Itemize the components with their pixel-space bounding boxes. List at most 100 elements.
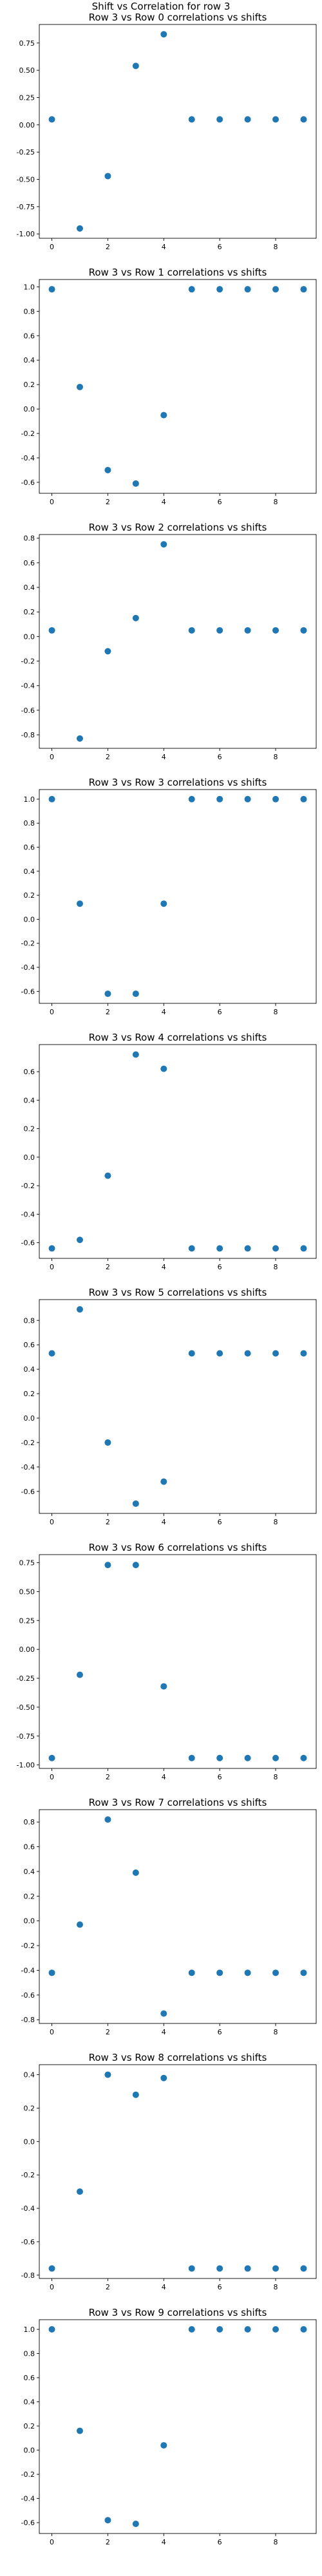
- data-point: [104, 2517, 111, 2523]
- data-point: [160, 1683, 167, 1690]
- x-tick-label: 8: [274, 2028, 278, 2036]
- x-tick-label: 8: [274, 1773, 278, 1781]
- data-point: [216, 286, 223, 292]
- y-tick-label: -1.00: [17, 230, 35, 238]
- y-tick-label: -0.6: [21, 987, 35, 996]
- data-point: [216, 627, 223, 634]
- data-point: [245, 116, 251, 122]
- subplot-7: Row 3 vs Row 7 correlations vs shifts -0.…: [21, 1797, 316, 2036]
- axes-frame: [39, 2065, 316, 2278]
- x-tick-label: 2: [106, 2538, 110, 2546]
- figure-suptitle: Shift vs Correlation for row 3: [92, 1, 231, 12]
- data-point: [272, 2265, 279, 2271]
- x-tick-label: 8: [274, 2283, 278, 2291]
- data-point: [189, 1245, 195, 1252]
- data-point: [133, 480, 139, 487]
- y-tick-label: 0.4: [24, 356, 35, 365]
- y-tick-label: 0.0: [24, 2137, 35, 2146]
- x-tick-label: 4: [162, 1008, 166, 1016]
- x-tick-label: 6: [218, 1263, 222, 1271]
- y-tick-label: -0.2: [21, 940, 35, 948]
- y-tick-label: 0.6: [24, 844, 35, 852]
- x-tick-label: 4: [162, 1263, 166, 1271]
- x-tick-label: 4: [162, 753, 166, 761]
- data-point: [300, 286, 307, 292]
- data-point: [160, 31, 167, 37]
- x-tick-label: 2: [106, 2283, 110, 2291]
- data-point: [49, 2265, 55, 2271]
- data-point: [272, 1245, 279, 1252]
- data-point: [216, 1245, 223, 1252]
- x-tick-label: 0: [50, 1263, 54, 1271]
- subplot-title: Row 3 vs Row 7 correlations vs shifts: [89, 1797, 267, 1808]
- x-tick-label: 4: [162, 2538, 166, 2546]
- data-point: [300, 2265, 307, 2271]
- x-tick-label: 4: [162, 2283, 166, 2291]
- data-point: [216, 116, 223, 122]
- y-tick-label: 0.2: [24, 1125, 35, 1133]
- subplot-8: Row 3 vs Row 8 correlations vs shifts -0.…: [21, 2052, 316, 2291]
- data-point: [272, 286, 279, 292]
- data-point: [77, 384, 83, 390]
- y-tick-label: -0.50: [17, 176, 35, 184]
- subplot-9: Row 3 vs Row 9 correlations vs shifts -0.…: [21, 2307, 316, 2546]
- y-tick-label: 0.00: [19, 1645, 35, 1654]
- y-tick-label: 0.2: [24, 1892, 35, 1900]
- data-point: [216, 1350, 223, 1356]
- data-point: [49, 1245, 55, 1252]
- data-point: [300, 116, 307, 122]
- data-point: [133, 62, 139, 69]
- data-point: [160, 541, 167, 547]
- axes-frame: [39, 1300, 316, 1513]
- data-point: [189, 1755, 195, 1761]
- y-tick-label: -0.8: [21, 2016, 35, 2024]
- data-point: [245, 1755, 251, 1761]
- data-point: [160, 900, 167, 907]
- y-tick-label: -0.4: [21, 454, 35, 462]
- data-point: [216, 1969, 223, 1976]
- data-point: [49, 1350, 55, 1356]
- axes-frame: [39, 1810, 316, 2023]
- data-point: [189, 2326, 195, 2333]
- x-tick-label: 4: [162, 1773, 166, 1781]
- data-point: [189, 1350, 195, 1356]
- x-tick-label: 8: [274, 243, 278, 251]
- y-tick-label: -1.00: [17, 1761, 35, 1770]
- x-tick-label: 0: [50, 243, 54, 251]
- data-point: [160, 1066, 167, 1072]
- x-tick-label: 2: [106, 1008, 110, 1016]
- y-tick-label: 0.75: [19, 39, 35, 48]
- y-tick-label: 0.00: [19, 121, 35, 129]
- subplot-title: Row 3 vs Row 4 correlations vs shifts: [89, 1032, 267, 1043]
- data-point: [245, 627, 251, 634]
- y-tick-label: 0.4: [24, 583, 35, 592]
- data-point: [77, 2188, 83, 2195]
- x-tick-label: 4: [162, 498, 166, 506]
- y-tick-label: -0.4: [21, 1966, 35, 1975]
- y-tick-label: 0.50: [19, 1587, 35, 1596]
- data-point: [133, 1870, 139, 1876]
- y-tick-label: -0.75: [17, 203, 35, 211]
- data-point: [272, 627, 279, 634]
- data-point: [104, 990, 111, 997]
- y-tick-label: 0.0: [24, 1917, 35, 1926]
- data-point: [49, 286, 55, 292]
- data-point: [133, 990, 139, 997]
- x-tick-label: 0: [50, 1008, 54, 1016]
- y-tick-label: 0.75: [19, 1559, 35, 1567]
- data-point: [216, 1755, 223, 1761]
- subplot-title: Row 3 vs Row 6 correlations vs shifts: [89, 1542, 267, 1553]
- y-tick-label: -0.6: [21, 1488, 35, 1496]
- data-point: [77, 2428, 83, 2434]
- data-point: [272, 1969, 279, 1976]
- data-point: [133, 1562, 139, 1568]
- x-tick-label: 6: [218, 243, 222, 251]
- y-tick-label: -0.6: [21, 1239, 35, 1247]
- y-tick-label: 0.8: [24, 2350, 35, 2358]
- y-tick-label: -0.4: [21, 963, 35, 972]
- x-tick-label: 8: [274, 1263, 278, 1271]
- y-tick-label: -0.4: [21, 2204, 35, 2213]
- subplot-title: Row 3 vs Row 3 correlations vs shifts: [89, 777, 267, 788]
- data-point: [160, 2442, 167, 2448]
- y-tick-label: -0.8: [21, 731, 35, 739]
